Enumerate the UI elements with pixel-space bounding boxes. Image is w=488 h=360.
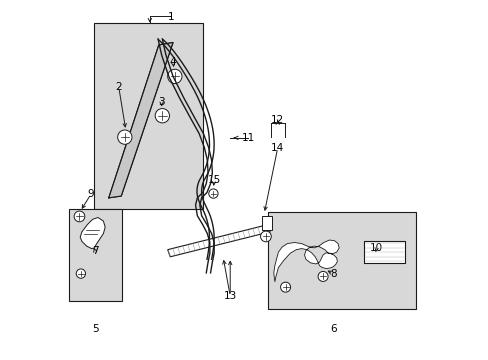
Text: 14: 14 <box>270 143 284 153</box>
Text: 5: 5 <box>92 324 98 334</box>
Text: 12: 12 <box>270 115 284 125</box>
Bar <box>267 212 415 309</box>
Polygon shape <box>167 225 270 257</box>
Text: 11: 11 <box>241 133 254 143</box>
Bar <box>364 242 405 263</box>
Text: 6: 6 <box>330 324 336 334</box>
Polygon shape <box>273 240 339 282</box>
Text: 8: 8 <box>329 269 336 279</box>
Text: 13: 13 <box>223 291 236 301</box>
Polygon shape <box>108 42 173 198</box>
Text: 9: 9 <box>282 282 288 292</box>
Bar <box>261 216 272 230</box>
Circle shape <box>260 231 271 242</box>
Circle shape <box>76 269 85 278</box>
Circle shape <box>208 189 218 198</box>
Circle shape <box>317 271 327 282</box>
Bar <box>94 23 203 208</box>
Text: 10: 10 <box>369 243 383 253</box>
Circle shape <box>167 69 182 84</box>
Text: 1: 1 <box>167 13 174 22</box>
Text: 3: 3 <box>158 97 164 107</box>
Circle shape <box>118 130 132 144</box>
Text: 7: 7 <box>92 247 98 256</box>
Polygon shape <box>80 217 105 249</box>
Text: 2: 2 <box>115 82 122 92</box>
Text: 4: 4 <box>169 57 176 67</box>
Text: 9: 9 <box>87 189 94 199</box>
Circle shape <box>74 211 84 222</box>
Circle shape <box>155 109 169 123</box>
Circle shape <box>280 282 290 292</box>
Bar <box>69 208 122 301</box>
Text: 15: 15 <box>207 175 220 185</box>
